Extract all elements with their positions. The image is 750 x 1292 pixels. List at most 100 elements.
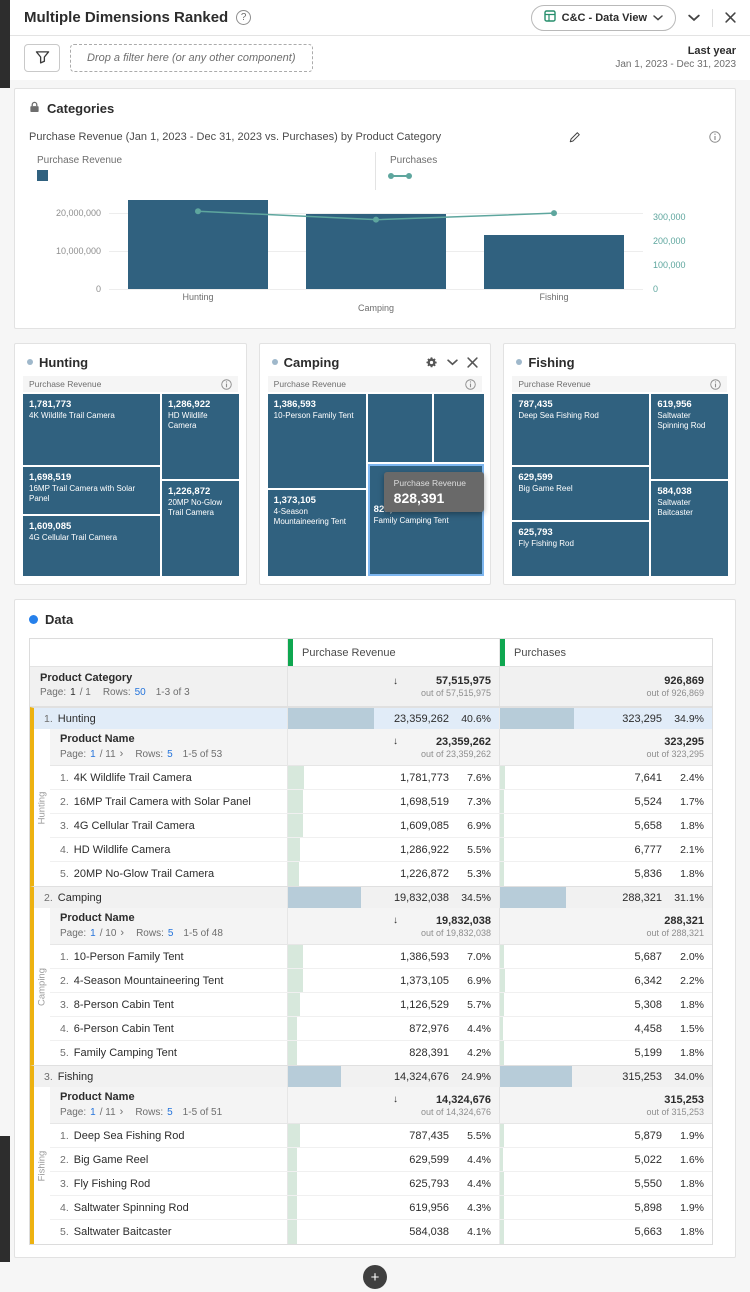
next-page-button[interactable]: › (119, 1106, 124, 1118)
tile-name: 4G Cellular Trail Camera (29, 533, 118, 542)
metric-total-cell: ↓ 57,515,975 out of 57,515,975 (288, 667, 500, 706)
product-row[interactable]: 5. Family Camping Tent 828,391 4.2% 5,199 1.8… (50, 1041, 712, 1065)
product-row[interactable]: 2. Big Game Reel 629,599 4.4% 5,022 1.6% (50, 1148, 712, 1172)
info-icon[interactable] (710, 378, 721, 390)
rows-select[interactable]: 5 (167, 749, 173, 760)
page-current[interactable]: 1 (90, 1107, 96, 1118)
rows-select[interactable]: 5 (167, 1107, 173, 1118)
close-icon[interactable] (467, 356, 479, 368)
metric-percent: 40.6% (461, 712, 491, 725)
treemap-tile[interactable]: 619,956 Saltwater Spinning Rod (651, 394, 729, 479)
product-row[interactable]: 2. 16MP Trail Camera with Solar Panel 1,69… (50, 790, 712, 814)
collapse-panel-button[interactable] (686, 12, 702, 24)
edit-icon[interactable] (569, 131, 581, 143)
treemap-tile[interactable]: 584,038 Saltwater Baitcaster (651, 481, 729, 576)
help-icon[interactable]: ? (236, 10, 252, 25)
treemap-tile[interactable]: 625,793 Fly Fishing Rod (512, 522, 650, 576)
info-icon[interactable] (220, 378, 232, 390)
next-page-button[interactable]: › (119, 748, 124, 760)
sort-descending-icon[interactable]: ↓ (392, 915, 398, 926)
group-side-label: Camping (36, 967, 48, 1006)
metric-cell: 1,386,593 7.0% (288, 945, 500, 968)
category-row-camping[interactable]: 2. Camping 19,832,038 34.5% 288,321 31.1% (34, 887, 712, 908)
sort-descending-icon[interactable]: ↓ (392, 675, 398, 687)
product-row[interactable]: 4. HD Wildlife Camera 1,286,922 5.5% 6,777 2.… (50, 838, 712, 862)
gear-icon[interactable] (425, 356, 438, 369)
treemap-tile[interactable] (433, 394, 484, 462)
chevron-down-icon[interactable] (447, 358, 459, 366)
treemap-tile[interactable]: 1,698,519 16MP Trail Camera with Solar Pa… (23, 467, 160, 514)
row-index: 3. (44, 1070, 53, 1083)
product-row[interactable]: 3. 4G Cellular Trail Camera 1,609,085 6.9% 5… (50, 814, 712, 838)
metric-cell: 5,524 1.7% (500, 790, 712, 813)
metric-cell: 4,458 1.5% (500, 1017, 712, 1040)
treemap-tile[interactable]: 1,781,773 4K Wildlife Trail Camera (23, 394, 160, 465)
filter-drop-zone[interactable]: Drop a filter here (or any other compone… (70, 44, 313, 72)
treemap-tile[interactable]: 1,386,593 10-Person Family Tent (267, 394, 366, 488)
info-icon[interactable] (465, 378, 477, 390)
page-current[interactable]: 1 (90, 928, 96, 939)
filter-button[interactable] (24, 44, 60, 72)
metric-cell: 315,253 34.0% (500, 1066, 712, 1087)
product-header-row: Product Name Page: 1/ 11 › Rows: 5 1-5 of 51 ↓ 1… (50, 1087, 712, 1124)
freeform-table: Purchase Revenue Purchases Product Categor… (29, 638, 713, 1245)
gridline (109, 212, 643, 214)
category-row-fishing[interactable]: 3. Fishing 14,324,676 24.9% 315,253 34.0% (34, 1066, 712, 1087)
left-rail-bottom[interactable] (0, 1136, 10, 1262)
revenue-bar-camping[interactable] (306, 213, 446, 289)
revenue-bar-hunting[interactable] (128, 200, 268, 289)
product-row[interactable]: 5. 20MP No-Glow Trail Camera 1,226,872 5.3%… (50, 862, 712, 886)
left-rail[interactable] (0, 0, 10, 88)
rows-select[interactable]: 50 (134, 687, 146, 698)
metric-bar (288, 766, 305, 789)
column-header-purchases[interactable]: Purchases (500, 639, 712, 666)
treemap-tile[interactable]: 1,373,105 4-Season Mountaineering Tent (267, 490, 366, 576)
product-row[interactable]: 4. 6-Person Cabin Tent 872,976 4.4% 4,458 1.5… (50, 1017, 712, 1041)
add-panel-button[interactable]: + (363, 1265, 387, 1289)
product-row[interactable]: 1. 4K Wildlife Trail Camera 1,781,773 7.6% 7… (50, 766, 712, 790)
tile-name: Saltwater Spinning Rod (657, 411, 706, 430)
treemap-tile[interactable]: 1,609,085 4G Cellular Trail Camera (23, 516, 160, 576)
info-icon[interactable] (709, 131, 721, 143)
metric-value: 872,976 (409, 1022, 449, 1035)
page-current[interactable]: 1 (90, 749, 96, 760)
treemap-tile[interactable]: 1,286,922 HD Wildlife Camera (162, 394, 239, 479)
product-row[interactable]: 3. 8-Person Cabin Tent 1,126,529 5.7% 5,308 1… (50, 993, 712, 1017)
product-row[interactable]: 1. 10-Person Family Tent 1,386,593 7.0% 5,68… (50, 945, 712, 969)
product-row[interactable]: 3. Fly Fishing Rod 625,793 4.4% 5,550 1.8% (50, 1172, 712, 1196)
metric-value: 5,658 (634, 819, 662, 832)
metric-bar (288, 1196, 298, 1219)
metric-total-cell: 323,295 out of 323,295 (500, 729, 712, 765)
metric-bar (500, 790, 504, 813)
column-header-purchase-revenue[interactable]: Purchase Revenue (288, 639, 500, 666)
treemap-tile[interactable] (367, 394, 432, 462)
metric-value: 4,458 (634, 1022, 662, 1035)
dimension-name: Product Name (60, 733, 135, 745)
category-row-hunting[interactable]: 1. Hunting 23,359,262 40.6% 323,295 34.9% (34, 708, 712, 729)
data-view-selector[interactable]: C&C - Data View (530, 4, 676, 31)
rows-select[interactable]: 5 (167, 928, 174, 939)
sort-descending-icon[interactable]: ↓ (392, 1094, 398, 1105)
product-cell: 1. Deep Sea Fishing Rod (50, 1124, 288, 1147)
metric-bar (500, 1124, 505, 1147)
product-row[interactable]: 2. 4-Season Mountaineering Tent 1,373,105 6… (50, 969, 712, 993)
sort-descending-icon[interactable]: ↓ (392, 736, 398, 747)
tooltip-metric-label: Purchase Revenue (393, 478, 466, 488)
product-row[interactable]: 4. Saltwater Spinning Rod 619,956 4.3% 5,898… (50, 1196, 712, 1220)
revenue-bar-fishing[interactable] (484, 234, 624, 289)
x-axis-label: Camping (357, 303, 395, 313)
close-button[interactable] (723, 10, 738, 25)
next-page-button[interactable]: › (120, 927, 125, 939)
metric-value: 288,321 (622, 891, 662, 904)
treemap-tile[interactable]: 787,435 Deep Sea Fishing Rod (512, 394, 650, 465)
product-row[interactable]: 1. Deep Sea Fishing Rod 787,435 5.5% 5,879 1.… (50, 1124, 712, 1148)
treemap-tile[interactable]: 629,599 Big Game Reel (512, 467, 650, 520)
metric-percent: 2.1% (680, 843, 704, 856)
metric-percent: 6.9% (467, 974, 491, 987)
legend-item-purchases[interactable]: Purchases (375, 152, 721, 190)
date-range[interactable]: Last year Jan 1, 2023 - Dec 31, 2023 (615, 45, 736, 71)
legend-item-purchase-revenue[interactable]: Purchase Revenue (29, 152, 375, 190)
treemap-tile[interactable]: 1,226,872 20MP No-Glow Trail Camera (162, 481, 239, 576)
page-current[interactable]: 1 (70, 687, 76, 698)
product-row[interactable]: 5. Saltwater Baitcaster 584,038 4.1% 5,663 1.… (50, 1220, 712, 1244)
